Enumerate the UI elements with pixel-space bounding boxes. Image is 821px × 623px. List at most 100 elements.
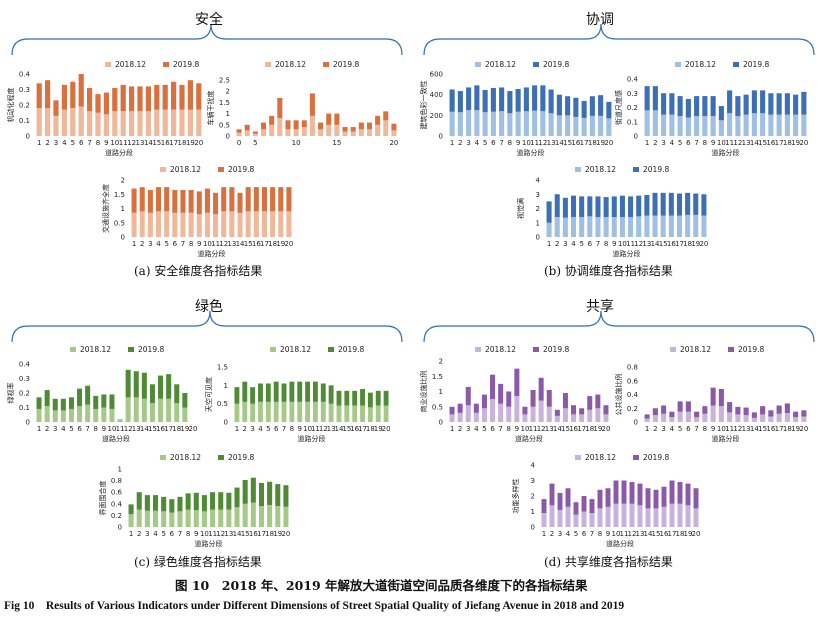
- bar-segment: [174, 384, 180, 404]
- bar-segment: [474, 85, 480, 111]
- x-tick-label: 19: [186, 139, 195, 147]
- x-tick-label: 3: [558, 530, 562, 538]
- bar-segment: [573, 502, 579, 515]
- x-tick-label: 7: [85, 425, 89, 433]
- bar-segment: [523, 111, 529, 136]
- x-tick-label: 9: [515, 425, 519, 433]
- bar-segment: [237, 212, 243, 237]
- bar-segment: [301, 120, 307, 128]
- bar-segment: [644, 86, 650, 111]
- y-tick-label: 0.1: [19, 404, 30, 412]
- bar-segment: [541, 513, 547, 527]
- x-tick-label: 13: [742, 425, 751, 433]
- bar-segment: [101, 407, 107, 422]
- x-tick-label: 18: [783, 425, 792, 433]
- bar-segment: [499, 111, 505, 136]
- legend-swatch: [160, 167, 166, 172]
- x-tick-label: 14: [236, 240, 245, 248]
- bar-segment: [532, 85, 538, 111]
- bar-segment: [694, 116, 700, 136]
- x-tick-label: 11: [530, 139, 539, 147]
- y-tick-label: 2: [226, 88, 230, 96]
- x-axis-label: 道路分段: [195, 539, 223, 548]
- y-tick-label: 1: [226, 110, 230, 118]
- x-tick-label: 6: [686, 425, 691, 433]
- y-tick-label: 0.8: [627, 364, 638, 372]
- bar-segment: [237, 192, 243, 213]
- y-axis-label: 视觉满: [516, 198, 525, 219]
- bar-segment: [204, 212, 210, 237]
- bar-segment: [652, 86, 658, 111]
- y-tick-label: 0.5: [114, 219, 125, 227]
- x-tick-label: 5: [266, 425, 270, 433]
- bar-segment: [234, 487, 240, 508]
- bar-segment: [661, 405, 667, 414]
- bar-segment: [694, 96, 700, 117]
- x-tick-label: 15: [659, 240, 668, 248]
- bar-segment: [565, 115, 571, 136]
- y-tick-label: 0.3: [19, 86, 30, 94]
- bar-segment: [70, 81, 76, 109]
- bar-segment: [538, 377, 544, 401]
- x-tick-label: 17: [260, 240, 269, 248]
- legend-label: 2019.8: [543, 60, 569, 69]
- x-tick-label: 18: [268, 240, 277, 248]
- x-tick-label: 12: [319, 425, 328, 433]
- legend-label: 2018.12: [585, 165, 616, 174]
- bar-segment: [250, 477, 256, 503]
- bar-segment: [93, 395, 99, 409]
- x-tick-label: 14: [553, 425, 562, 433]
- x-tick-label: 12: [733, 425, 742, 433]
- bar-segment: [669, 503, 675, 527]
- bar-segment: [669, 93, 675, 115]
- x-tick-label: 1: [645, 425, 649, 433]
- bar-segment: [342, 127, 348, 132]
- bar-segment: [727, 113, 733, 136]
- y-tick-label: 0: [224, 419, 228, 427]
- y-tick-label: 0: [26, 133, 30, 141]
- bar-segment: [112, 111, 118, 136]
- bar-segment: [554, 217, 560, 237]
- bar-segment: [179, 84, 185, 110]
- y-tick-label: 0.8: [111, 477, 122, 485]
- x-tick-label: 8: [507, 425, 511, 433]
- x-tick-label: 12: [628, 530, 637, 538]
- bar-segment: [312, 381, 318, 402]
- x-tick-label: 7: [596, 240, 600, 248]
- legend-swatch: [533, 347, 539, 352]
- x-tick-label: 16: [161, 139, 170, 147]
- bracket-harmony: [423, 23, 815, 56]
- x-tick-label: 6: [79, 139, 84, 147]
- bar-segment: [581, 100, 587, 118]
- bar-segment: [449, 111, 455, 136]
- bar-segment: [507, 91, 513, 114]
- bar-segment: [644, 215, 650, 237]
- y-tick-label: 0: [26, 419, 30, 427]
- bar-segment: [466, 87, 472, 111]
- bar-segment: [619, 217, 625, 237]
- bar-segment: [52, 410, 58, 422]
- x-axis-label: 道路分段: [517, 148, 545, 157]
- bar-segment: [751, 417, 757, 422]
- x-tick-label: 15: [332, 139, 341, 147]
- bar-segment: [685, 505, 691, 527]
- bar-segment: [581, 511, 587, 527]
- bar-segment: [258, 506, 265, 527]
- bar-segment: [515, 111, 521, 136]
- bar-segment: [350, 127, 356, 132]
- bar-segment: [669, 417, 675, 422]
- bar-segment: [768, 410, 774, 417]
- bar-segment: [735, 116, 741, 136]
- bar-segment: [652, 215, 658, 237]
- bar-segment: [61, 84, 68, 110]
- y-tick-label: 2: [121, 177, 125, 185]
- x-tick-label: 8: [703, 425, 707, 433]
- bar-segment: [710, 405, 716, 422]
- bar-segment: [60, 410, 66, 422]
- x-tick-label: 18: [588, 139, 597, 147]
- bar-segment: [701, 215, 707, 237]
- x-tick-label: 15: [241, 530, 250, 538]
- bar-segment: [506, 391, 512, 407]
- bar-segment: [457, 91, 463, 113]
